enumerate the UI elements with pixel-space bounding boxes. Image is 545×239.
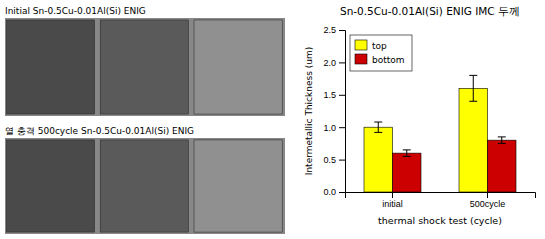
bar — [364, 127, 393, 192]
y-tick-mark — [339, 127, 345, 128]
image-panel-background — [5, 138, 285, 234]
y-tick: 2.5 — [323, 25, 345, 35]
y-tick-label: 0.5 — [323, 155, 336, 165]
image-placeholder — [100, 140, 188, 232]
error-bar — [374, 122, 382, 132]
y-tick-mark — [339, 62, 345, 63]
bar-series — [364, 75, 488, 192]
y-tick-label: 2.0 — [323, 58, 336, 68]
bar — [488, 140, 517, 192]
x-tick-label: initial — [382, 199, 403, 209]
legend-frame — [350, 35, 412, 71]
bar-series — [393, 137, 517, 192]
image-placeholder — [194, 20, 282, 114]
y-tick-mark — [339, 192, 345, 193]
y-tick-label: 1.0 — [323, 123, 336, 133]
axis-domain — [339, 31, 346, 193]
error-bar — [403, 150, 411, 156]
x-tick: initial — [382, 192, 403, 209]
chart-title: Sn-0.5Cu-0.01Al(Si) ENIG IMC 두께 — [340, 5, 520, 17]
y-tick-mark — [339, 160, 345, 161]
error-bar — [498, 137, 506, 143]
y-axis-title: Intermetallic Thickness (um) — [304, 47, 314, 175]
y-tick-label: 2.5 — [323, 25, 336, 35]
annotation: 열 충격 500cycle Sn-0.5Cu-0.01Al(Si) ENIG — [5, 126, 194, 136]
legend-label: bottom — [372, 55, 405, 65]
y-tick: 2.0 — [323, 58, 345, 68]
image-panel-background — [5, 18, 285, 116]
legend-swatch — [355, 40, 367, 50]
y-axis: 0.0 0.5 1.0 1.5 2.0 2.5 — [323, 25, 345, 197]
legend-item: top — [355, 40, 387, 51]
x-axis-title: thermal shock test (cycle) — [378, 215, 502, 226]
x-tick-mark — [487, 192, 488, 198]
x-tick-mark — [392, 192, 393, 198]
x-tick-label: 500cycle — [470, 199, 506, 209]
plot-area — [364, 75, 516, 192]
legend-label: top — [372, 41, 387, 51]
y-tick-mark — [339, 95, 345, 96]
bar — [393, 153, 422, 192]
y-tick-label: 1.5 — [323, 90, 336, 100]
image-placeholder — [6, 20, 94, 114]
error-bar — [469, 75, 477, 101]
annotation: Initial Sn-0.5Cu-0.01Al(Si) ENIG — [5, 6, 146, 16]
legend-swatch — [355, 54, 367, 64]
x-axis: initial 500cycle — [346, 192, 536, 209]
axis-domain — [346, 193, 536, 199]
image-placeholder — [100, 20, 188, 114]
legend-item: bottom — [355, 54, 405, 65]
y-tick: 1.5 — [323, 90, 345, 100]
bar — [459, 88, 488, 192]
y-tick-label: 0.0 — [323, 187, 336, 197]
y-tick: 0.5 — [323, 155, 345, 165]
chart: Initial Sn-0.5Cu-0.01Al(Si) ENIG 열 충격 500… — [0, 0, 545, 239]
image-placeholder — [194, 140, 282, 232]
y-tick: 1.0 — [323, 123, 345, 133]
image-panels: Initial Sn-0.5Cu-0.01Al(Si) ENIG 열 충격 500… — [5, 6, 285, 234]
y-tick: 0.0 — [323, 187, 345, 197]
legend: top bottom — [350, 35, 412, 71]
image-placeholder — [6, 140, 94, 232]
x-tick: 500cycle — [470, 192, 506, 209]
y-tick-mark — [339, 30, 345, 31]
